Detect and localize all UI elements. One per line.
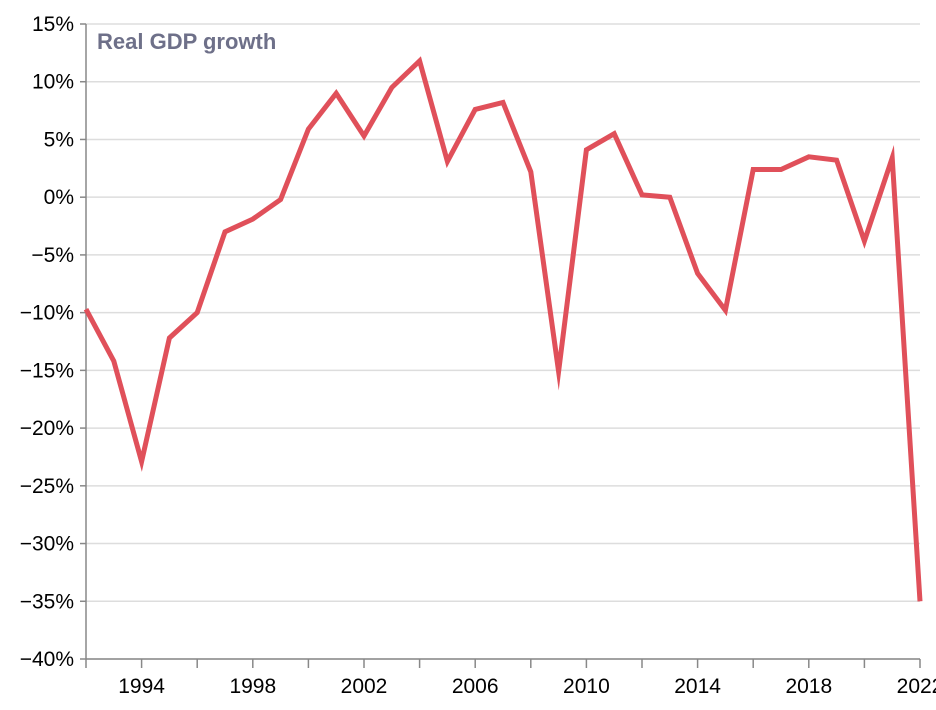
chart-title: Real GDP growth [97,29,276,54]
y-tick-label: −15% [20,359,74,382]
gridlines [86,24,920,659]
y-tick-label: −40% [20,648,74,671]
x-tick-label: 2014 [674,675,721,698]
axes: 15% 10% 5% 0% −5% −10% −15% −20% −25% −30% −35% −40… [20,13,936,698]
x-tick-label: 1998 [229,675,276,698]
y-tick-label: −10% [20,302,74,325]
y-tick-label: −35% [20,590,74,613]
y-tick-label: −5% [31,244,74,267]
y-tick-label: 10% [32,71,74,94]
y-tick-label: 15% [32,13,74,36]
x-tick-label: 2022 [897,675,936,698]
y-tick-label: −30% [20,533,74,556]
x-tick-label: 2010 [563,675,610,698]
y-tick-label: 0% [44,186,74,209]
y-tick-label: −20% [20,417,74,440]
series-lines [86,61,920,602]
x-tick-label: 2006 [452,675,499,698]
y-tick-label: −25% [20,475,74,498]
series-line [86,61,920,601]
y-tick-label: 5% [44,128,74,151]
x-tick-label: 2018 [785,675,832,698]
x-tick-label: 1994 [118,675,165,698]
x-tick-label: 2002 [341,675,388,698]
